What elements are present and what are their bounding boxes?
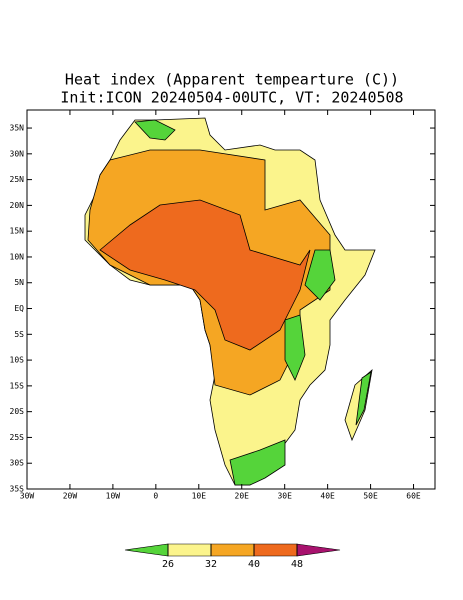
x-tick-label: 40E (320, 492, 335, 501)
x-tick-label: 20W (63, 492, 78, 501)
x-tick-label: 60E (406, 492, 421, 501)
y-tick-label: 10S (10, 356, 25, 365)
title: Heat index (Apparent tempearture (C)) (65, 71, 399, 89)
y-tick-label: 30S (10, 459, 25, 468)
x-tick-label: 20E (235, 492, 250, 501)
y-tick-label: 20S (10, 407, 25, 416)
colorbar-label: 48 (291, 559, 303, 570)
map-frame (26, 109, 436, 490)
x-tick-label: 30W (20, 492, 35, 501)
x-tick-label: 50E (363, 492, 378, 501)
region-green-central (284, 314, 306, 381)
colorbar-cell (253, 543, 298, 557)
y-tick-label: 25S (10, 433, 25, 442)
colorbar-label: 40 (248, 559, 260, 570)
y-tick-label: 15N (10, 227, 25, 236)
colorbar-cell (296, 543, 341, 557)
colorbar-label: 32 (205, 559, 217, 570)
y-tick-label: 25N (10, 175, 25, 184)
region-green-east (304, 249, 336, 301)
region-green-south (229, 439, 286, 486)
colorbar-label: 26 (162, 559, 174, 570)
subtitle: Init:ICON 20240504-00UTC, VT: 20240508 (60, 89, 403, 107)
y-tick-label: 5N (14, 278, 24, 287)
y-tick-label: 20N (10, 201, 25, 210)
x-tick-label: 10W (106, 492, 121, 501)
x-tick-label: 10E (192, 492, 207, 501)
x-tick-label: 30E (277, 492, 292, 501)
madagascar-green (355, 371, 372, 426)
y-tick-label: EQ (14, 304, 24, 313)
y-tick-label: 5S (14, 330, 24, 339)
y-tick-label: 35N (10, 124, 25, 133)
region-green-north (134, 119, 176, 141)
x-tick-label: 0 (153, 492, 158, 501)
colorbar-cell (167, 543, 212, 557)
y-tick-label: 10N (10, 252, 25, 261)
region-hot (99, 199, 311, 351)
colorbar-cell (124, 543, 169, 557)
y-tick-label: 35S (10, 485, 25, 494)
y-tick-label: 30N (10, 149, 25, 158)
africa-map (84, 117, 376, 486)
colorbar-cell (210, 543, 255, 557)
y-tick-label: 15S (10, 381, 25, 390)
